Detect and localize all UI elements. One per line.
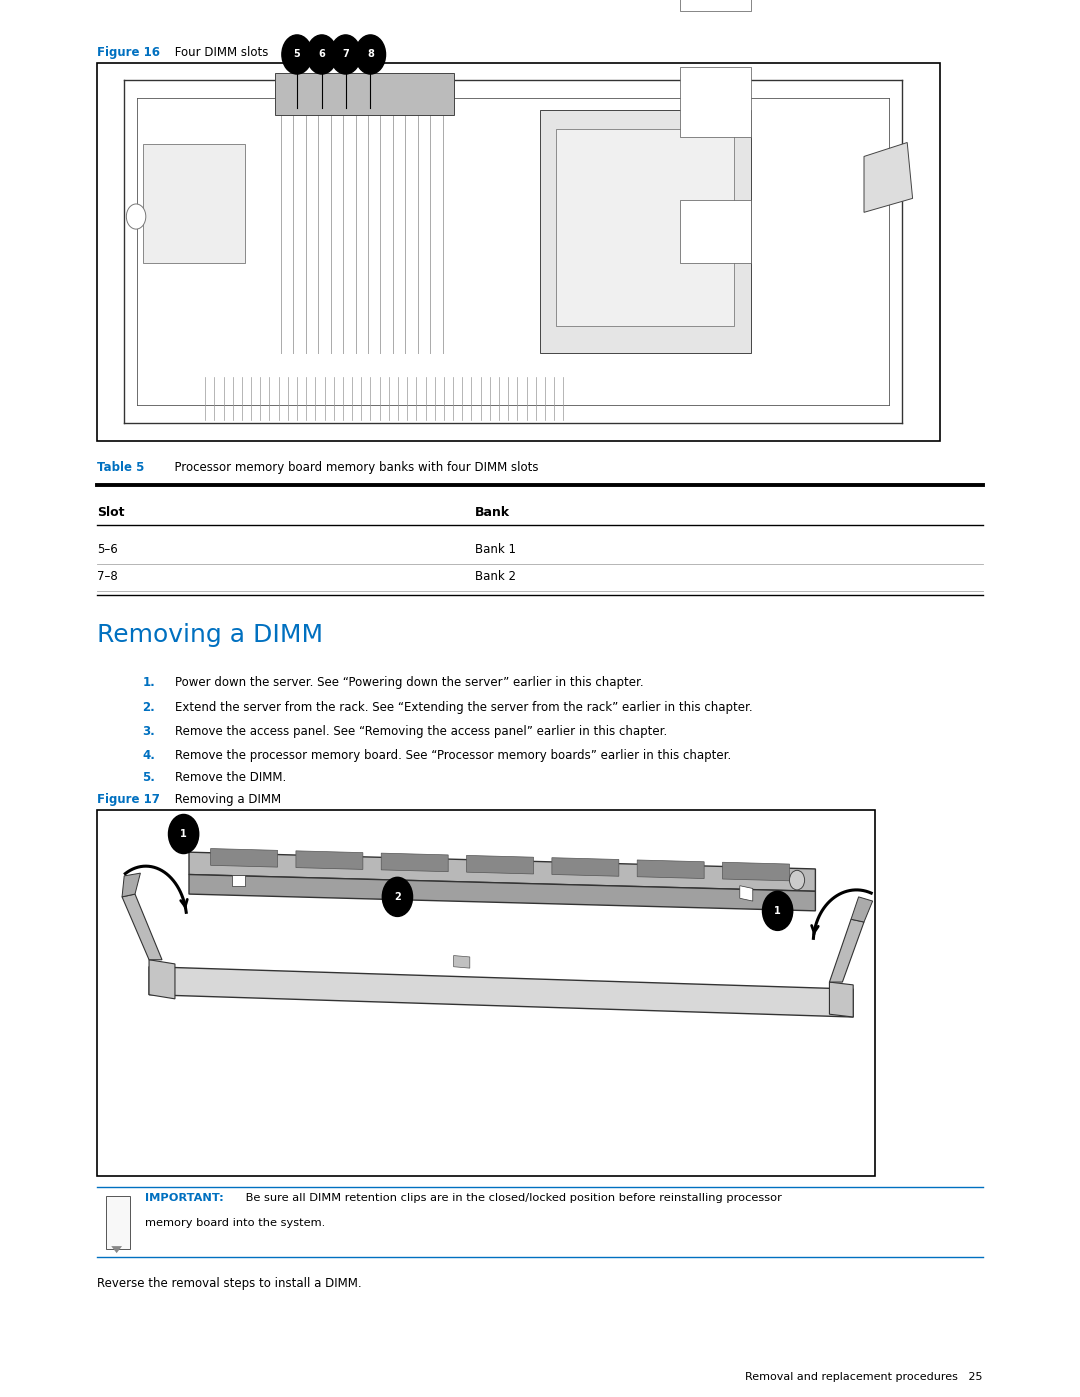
Text: 7–8: 7–8 <box>97 570 118 583</box>
Circle shape <box>762 891 793 930</box>
Bar <box>680 200 751 263</box>
Text: 5.: 5. <box>143 771 156 784</box>
Polygon shape <box>232 875 245 886</box>
Polygon shape <box>189 875 815 911</box>
Text: Table 5: Table 5 <box>97 461 145 474</box>
Text: 1: 1 <box>774 905 781 916</box>
Text: Power down the server. See “Powering down the server” earlier in this chapter.: Power down the server. See “Powering dow… <box>175 676 644 689</box>
Polygon shape <box>189 852 815 891</box>
Circle shape <box>382 877 413 916</box>
Text: 8: 8 <box>367 49 374 60</box>
Text: Slot: Slot <box>97 506 124 518</box>
Polygon shape <box>149 960 175 999</box>
Circle shape <box>126 204 146 229</box>
Text: Removing a DIMM: Removing a DIMM <box>171 793 281 806</box>
Text: Bank: Bank <box>475 506 511 518</box>
Polygon shape <box>122 894 162 960</box>
Text: 3.: 3. <box>143 725 156 738</box>
Circle shape <box>307 35 337 74</box>
Circle shape <box>282 35 312 74</box>
Circle shape <box>355 35 386 74</box>
Text: memory board into the system.: memory board into the system. <box>145 1218 325 1228</box>
Polygon shape <box>829 919 864 982</box>
Text: Extend the server from the rack. See “Extending the server from the rack” earlie: Extend the server from the rack. See “Ex… <box>175 701 753 714</box>
Bar <box>680 0 751 11</box>
Circle shape <box>330 35 361 74</box>
Bar <box>143 144 245 263</box>
Text: 6: 6 <box>319 49 325 60</box>
Text: 2.: 2. <box>143 701 156 714</box>
Bar <box>97 810 875 1176</box>
Text: 4.: 4. <box>143 749 156 761</box>
Polygon shape <box>740 886 753 901</box>
Polygon shape <box>149 967 853 1017</box>
Text: 5–6: 5–6 <box>97 543 118 556</box>
Text: Reverse the removal steps to install a DIMM.: Reverse the removal steps to install a D… <box>97 1277 362 1289</box>
Text: Remove the access panel. See “Removing the access panel” earlier in this chapter: Remove the access panel. See “Removing t… <box>175 725 667 738</box>
Text: Four DIMM slots: Four DIMM slots <box>171 46 268 59</box>
Text: Remove the processor memory board. See “Processor memory boards” earlier in this: Remove the processor memory board. See “… <box>175 749 731 761</box>
Text: Removal and replacement procedures   25: Removal and replacement procedures 25 <box>745 1372 983 1382</box>
Bar <box>97 63 940 441</box>
Polygon shape <box>122 873 140 897</box>
Text: 1: 1 <box>180 828 187 840</box>
Text: Figure 16: Figure 16 <box>97 46 160 59</box>
Text: Be sure all DIMM retention clips are in the closed/locked position before reinst: Be sure all DIMM retention clips are in … <box>242 1193 782 1203</box>
Polygon shape <box>454 956 470 968</box>
Text: Bank 2: Bank 2 <box>475 570 516 583</box>
Bar <box>106 1196 130 1249</box>
Polygon shape <box>829 982 853 1017</box>
Text: Figure 17: Figure 17 <box>97 793 160 806</box>
Bar <box>556 129 734 326</box>
Polygon shape <box>851 897 873 922</box>
Text: 2: 2 <box>394 891 401 902</box>
Bar <box>275 73 454 115</box>
Polygon shape <box>723 862 789 882</box>
Polygon shape <box>211 848 278 868</box>
Circle shape <box>789 870 805 890</box>
Text: IMPORTANT:: IMPORTANT: <box>145 1193 224 1203</box>
Text: Removing a DIMM: Removing a DIMM <box>97 623 323 647</box>
Polygon shape <box>467 855 534 875</box>
Polygon shape <box>296 851 363 869</box>
Polygon shape <box>864 142 913 212</box>
Polygon shape <box>111 1246 122 1253</box>
Bar <box>540 110 751 353</box>
Text: 1.: 1. <box>143 676 156 689</box>
Text: Remove the DIMM.: Remove the DIMM. <box>175 771 286 784</box>
Polygon shape <box>381 854 448 872</box>
Text: 7: 7 <box>342 49 349 60</box>
Polygon shape <box>637 861 704 879</box>
Bar <box>680 67 751 137</box>
Text: 5: 5 <box>294 49 300 60</box>
Circle shape <box>168 814 199 854</box>
Text: Processor memory board memory banks with four DIMM slots: Processor memory board memory banks with… <box>167 461 539 474</box>
Text: Bank 1: Bank 1 <box>475 543 516 556</box>
Polygon shape <box>552 858 619 876</box>
